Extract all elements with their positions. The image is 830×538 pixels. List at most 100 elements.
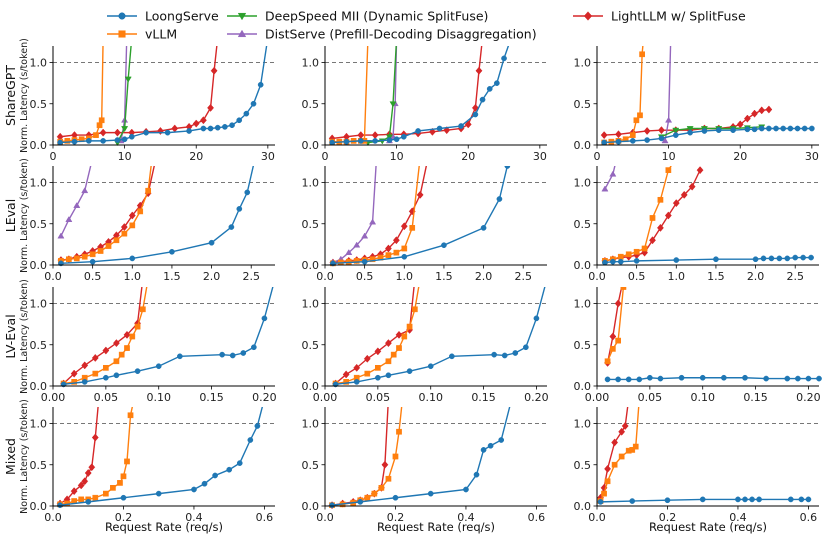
row-label: Mixed [3,438,18,475]
x-tick-label: 0 [594,150,601,163]
x-axis-title: Request Rate (req/s) [649,520,767,534]
panel-r1-c2: 0.0 0.5 1.0 0.0 0.5 1.0 1.5 2.0 2.5 [574,166,819,283]
data-point [615,376,621,383]
data-point [329,139,336,146]
legend-item-loongserve: LoongServe [107,9,219,24]
data-point [763,375,769,382]
data-point [644,137,650,143]
y-tick-label: 1.0 [30,418,48,431]
legend-label: LoongServe [145,9,219,24]
legend-item-lightllm-w-splitfuse: LightLLM w/ SplitFuse [573,9,746,24]
data-point [486,86,493,92]
data-point [66,256,72,263]
data-point [512,350,519,356]
data-point [604,358,611,365]
data-point [713,256,719,263]
data-point [228,224,235,230]
data-point [665,116,673,123]
data-point [464,120,472,129]
data-point [780,125,787,132]
data-point [406,368,413,374]
series-loongserve [58,166,255,267]
y-tick-label: 0.0 [574,139,592,152]
series-lightllm-w-splitfuse [597,407,629,502]
data-point [625,251,632,258]
x-tick-label: 1.0 [396,270,414,283]
y-tick-label: 0.0 [574,500,592,513]
x-tick-label: 0 [322,150,329,163]
data-point [501,352,508,359]
data-point [751,109,758,118]
data-point [254,423,261,429]
data-point [236,460,243,466]
legend-label: DeepSpeed MII (Dynamic SplitFuse) [265,9,488,24]
series-vllm [604,287,627,365]
x-tick-label: 30 [533,150,547,163]
series-distserve-prefill-decoding-disaggregation [385,46,399,144]
data-point [436,125,443,132]
data-point [357,131,365,140]
data-point [656,223,664,232]
data-point [480,225,487,231]
data-point [214,124,221,131]
data-point [120,494,127,501]
y-tick-label: 0.0 [30,259,48,272]
plot-area [60,287,274,388]
data-point [353,241,361,248]
data-point [375,365,381,371]
data-point [353,379,360,385]
data-point [633,117,640,124]
data-point [601,139,608,146]
data-point [805,496,812,503]
data-point [657,196,664,203]
data-point [91,353,99,362]
data-point [636,376,643,383]
data-point [688,182,696,191]
data-point [386,137,393,143]
x-tick-label: 0.0 [44,270,62,283]
data-point [742,496,748,503]
x-tick-label: 0.10 [146,391,171,404]
y-tick-label: 0.0 [302,139,320,152]
data-point [615,138,622,145]
x-tick-label: 2.0 [203,270,221,283]
data-point [110,485,116,491]
x-tick-label: 0.05 [638,391,663,404]
series-line [60,46,218,138]
y-tick-label: 1.0 [574,57,592,70]
data-point [120,223,128,232]
data-point [773,125,779,132]
data-point [784,255,791,262]
y-tick-label: 0.5 [574,98,592,111]
panel-r3-c0: 0.0 0.5 1.0 0.0 0.2 0.4 0.6 [30,407,275,524]
data-point [257,81,264,88]
data-point [140,306,146,313]
data-point [71,379,77,385]
data-point [117,480,123,486]
data-point [615,337,621,344]
data-point [673,257,680,263]
data-point [618,427,626,436]
data-point [240,350,247,356]
panels: 0.0 0.5 1.0 0 10 20 30 0.0 0.5 1.0 0 10 20 30 0.0 0.5 1.… [30,46,822,524]
x-tick-label: 0.20 [252,391,277,404]
x-tick-label: 10 [118,150,132,163]
series-lightllm-w-splitfuse [56,46,218,141]
data-point [229,122,235,129]
data-point [396,428,402,435]
data-point [78,496,85,503]
data-point [96,122,103,129]
data-point [641,245,648,252]
data-point [89,251,96,258]
panel-r1-c1: 0.0 0.5 1.0 0.0 0.5 1.0 1.5 2.0 2.5 [302,166,547,283]
data-point [427,363,434,370]
data-point [127,412,134,419]
plot-area [601,166,814,266]
data-point [364,370,371,377]
series-loongserve [330,166,511,267]
series-loongserve [332,287,546,388]
data-point [600,131,608,140]
series-line [60,166,92,237]
data-point [128,133,135,140]
data-point [156,126,164,135]
